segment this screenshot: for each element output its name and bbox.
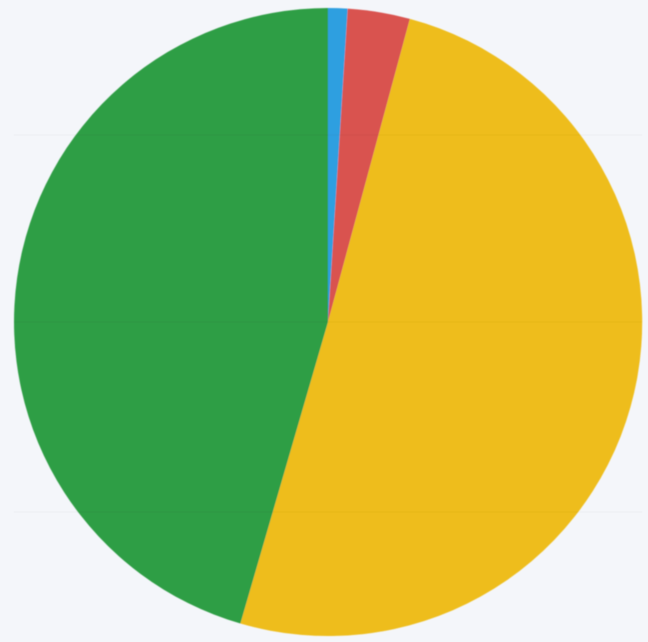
pie-slice-3: [240, 18, 643, 637]
pie-slice-2: [328, 8, 410, 323]
pie-slice-1: [328, 8, 348, 322]
pie-slices: [14, 8, 643, 637]
pie-slice-4: [14, 8, 329, 624]
